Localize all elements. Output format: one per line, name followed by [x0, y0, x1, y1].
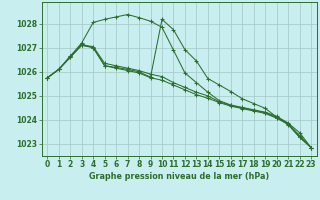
X-axis label: Graphe pression niveau de la mer (hPa): Graphe pression niveau de la mer (hPa) — [89, 172, 269, 181]
